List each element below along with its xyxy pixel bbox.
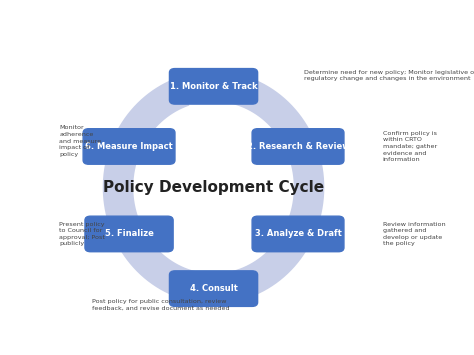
FancyBboxPatch shape	[83, 129, 175, 164]
Text: 4. Consult: 4. Consult	[190, 284, 237, 293]
FancyBboxPatch shape	[252, 216, 344, 252]
FancyBboxPatch shape	[252, 129, 344, 164]
Text: Determine need for new policy; Monitor legislative or
regulatory change and chan: Determine need for new policy; Monitor l…	[303, 70, 474, 81]
Text: Present policy
to Council for
approval; Post
publicly: Present policy to Council for approval; …	[59, 222, 105, 246]
Text: 1. Monitor & Track: 1. Monitor & Track	[170, 82, 257, 91]
Text: Review information
gathered and
develop or update
the policy: Review information gathered and develop …	[383, 222, 445, 246]
Text: 6. Measure Impact: 6. Measure Impact	[85, 142, 173, 151]
FancyBboxPatch shape	[169, 271, 258, 306]
Text: Post policy for public consultation, review
feedback, and revise document as nee: Post policy for public consultation, rev…	[92, 299, 230, 311]
Text: 3. Analyze & Draft: 3. Analyze & Draft	[255, 229, 341, 239]
Text: Policy Development Cycle: Policy Development Cycle	[103, 180, 324, 195]
FancyBboxPatch shape	[169, 69, 258, 104]
FancyBboxPatch shape	[85, 216, 173, 252]
Text: Monitor
adherence
and measure
impact of
policy: Monitor adherence and measure impact of …	[59, 125, 101, 157]
Text: Confirm policy is
within CRTO
mandate; gather
evidence and
information: Confirm policy is within CRTO mandate; g…	[383, 131, 437, 162]
Text: 5. Finalize: 5. Finalize	[105, 229, 154, 239]
Text: 2. Research & Review: 2. Research & Review	[246, 142, 349, 151]
